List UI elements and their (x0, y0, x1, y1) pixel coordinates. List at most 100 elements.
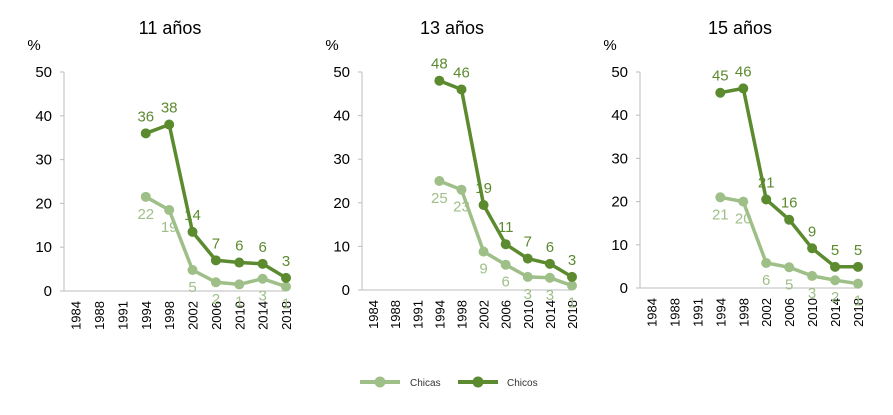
legend-label-chicos: Chicos (507, 378, 538, 389)
data-label-chicos: 5 (831, 242, 839, 259)
data-point-chicas (164, 204, 175, 215)
x-tick-label: 1984 (69, 301, 84, 330)
x-tick-label: 1994 (713, 298, 728, 327)
x-tick-label: 1988 (92, 301, 107, 330)
series-line-chicos (719, 86, 858, 269)
data-label-chicas: 1 (568, 295, 576, 312)
data-point-chicas (140, 191, 151, 202)
x-tick-label: 2010 (232, 301, 247, 330)
data-point-chicas (853, 278, 863, 289)
data-point-chicos (784, 214, 795, 225)
data-point-chicos (164, 119, 175, 130)
x-tick-label: 2018 (279, 301, 294, 330)
x-tick-label: 2018 (851, 298, 866, 327)
data-label-chicas: 3 (524, 286, 532, 303)
x-tick-label: 2002 (477, 300, 492, 329)
data-label-chicos: 3 (282, 253, 290, 270)
data-point-chicas (187, 264, 198, 275)
y-axis-label: % (603, 37, 616, 54)
data-label-chicas: 6 (762, 272, 770, 289)
data-point-chicos (567, 271, 577, 282)
data-point-chicos (281, 272, 291, 283)
x-tick-label: 2002 (759, 298, 774, 327)
data-label-chicos: 21 (758, 174, 775, 191)
data-label-chicos: 6 (235, 238, 243, 255)
data-label-chicos: 36 (137, 108, 154, 125)
x-tick-label: 1994 (432, 300, 447, 329)
x-tick-label: 1991 (410, 300, 425, 329)
x-tick-label: 2018 (565, 300, 580, 329)
data-label-chicas: 5 (785, 276, 793, 293)
data-point-chicas (544, 272, 555, 283)
data-point-chicos (830, 261, 841, 272)
data-label-chicas: 2 (212, 291, 220, 308)
chart-title: 15 años (708, 18, 772, 38)
data-label-chicos: 38 (161, 100, 178, 117)
data-point-chicas (234, 279, 245, 290)
data-point-chicos (478, 199, 489, 210)
data-point-chicos (761, 194, 772, 205)
y-tick-label: 40 (333, 108, 350, 125)
y-tick-label: 50 (333, 64, 350, 81)
data-point-chicos (500, 239, 511, 250)
data-label-chicos: 16 (781, 195, 798, 212)
data-point-chicos (456, 84, 467, 95)
data-point-chicas (807, 270, 818, 281)
data-point-chicas (784, 262, 795, 273)
x-tick-label: 2002 (186, 301, 201, 330)
x-tick-label: 2006 (782, 298, 797, 327)
data-label-chicas: 3 (258, 288, 266, 305)
x-tick-label: 2014 (256, 301, 271, 330)
y-tick-label: 10 (333, 238, 350, 255)
data-label-chicas: 19 (161, 219, 178, 236)
x-tick-label: 1988 (667, 298, 682, 327)
data-point-chicas (210, 277, 221, 288)
y-tick-label: 0 (620, 280, 628, 297)
data-label-chicas: 1 (854, 293, 862, 310)
data-point-chicos (140, 128, 151, 139)
chart-panel-3: 15 años% 0 10 20 30 40 50 1984 1988 1991 1994 1998 2… (603, 18, 866, 327)
legend-marker-chicos (472, 376, 484, 388)
data-point-chicas (257, 273, 268, 284)
data-point-chicos (715, 87, 726, 98)
x-tick-label: 2006 (499, 300, 514, 329)
data-point-chicas (715, 192, 726, 203)
data-label-chicas: 1 (282, 296, 290, 313)
data-label-chicos: 7 (524, 234, 532, 251)
data-point-chicas (567, 280, 577, 291)
data-point-chicas (456, 184, 467, 195)
data-point-chicas (434, 176, 445, 186)
legend-marker-chicas (374, 376, 386, 388)
data-label-chicas: 21 (712, 206, 729, 223)
data-label-chicas: 23 (453, 199, 470, 216)
chart-title: 13 años (420, 18, 484, 38)
x-tick-label: 1998 (736, 298, 751, 327)
x-tick-label: 1984 (644, 298, 659, 327)
y-tick-label: 50 (611, 64, 628, 81)
x-tick-label: 1984 (366, 300, 381, 329)
data-label-chicas: 6 (502, 274, 510, 291)
y-tick-label: 20 (333, 195, 350, 212)
data-label-chicos: 9 (808, 223, 816, 240)
legend: Chicas Chicos (360, 376, 538, 389)
data-point-chicas (281, 281, 291, 292)
data-label-chicos: 6 (258, 239, 266, 256)
data-point-chicos (257, 258, 268, 269)
data-label-chicas: 3 (546, 287, 554, 304)
data-point-chicos (210, 255, 221, 266)
y-tick-label: 40 (611, 107, 628, 124)
data-label-chicas: 2 (831, 289, 839, 306)
data-label-chicos: 3 (568, 252, 576, 269)
y-tick-label: 50 (35, 64, 52, 81)
data-label-chicas: 22 (137, 206, 154, 223)
data-label-chicos: 7 (212, 235, 220, 252)
data-point-chicos (853, 261, 863, 272)
y-tick-label: 30 (35, 152, 52, 169)
y-axis-label: % (27, 37, 40, 54)
data-label-chicas: 1 (235, 293, 243, 310)
data-label-chicas: 9 (479, 261, 487, 278)
data-label-chicos: 14 (184, 207, 201, 224)
y-tick-label: 30 (611, 150, 628, 167)
